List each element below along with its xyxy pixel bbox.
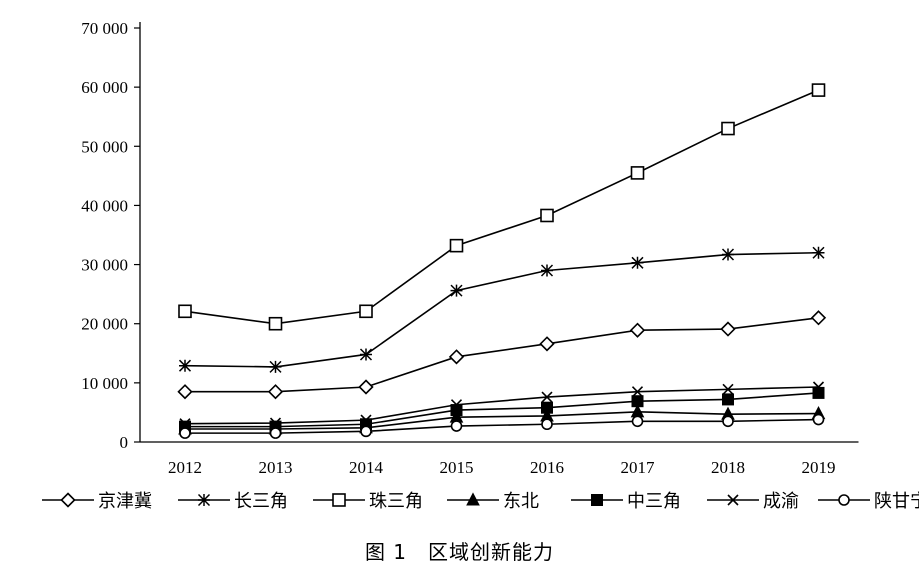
data-point	[178, 359, 192, 372]
x-tick-label: 2015	[440, 458, 474, 477]
data-point	[450, 420, 463, 432]
x-tick-label: 2018	[711, 458, 745, 477]
data-point	[630, 166, 645, 180]
series-line	[185, 411, 819, 430]
legend-marker	[60, 492, 76, 508]
legend-label: 中三角	[627, 491, 681, 512]
data-point	[812, 413, 825, 426]
x-tick-label: 2017	[621, 458, 656, 477]
x-tick-label: 2016	[530, 458, 564, 477]
legend-item: 成渝	[707, 491, 799, 512]
y-tick-label: 50 000	[81, 137, 128, 156]
legend-label: 东北	[503, 491, 539, 512]
data-point	[267, 384, 284, 400]
data-point	[722, 393, 734, 406]
legend-marker	[727, 494, 739, 506]
series-line	[185, 392, 819, 428]
data-point	[812, 381, 825, 393]
x-tick-label: 2013	[259, 458, 293, 477]
data-point	[359, 348, 373, 361]
y-tick-label: 70 000	[81, 19, 128, 38]
data-point	[360, 425, 372, 438]
y-tick-label: 30 000	[81, 256, 128, 275]
data-point	[449, 238, 464, 253]
x-tick-label: 2012	[168, 458, 202, 477]
data-point	[722, 415, 734, 428]
data-point	[631, 395, 644, 408]
series-6	[179, 381, 825, 430]
legend-item: 长三角	[178, 491, 288, 512]
y-tick-label: 60 000	[81, 78, 128, 97]
data-point	[358, 379, 374, 395]
data-point	[539, 336, 555, 352]
legend-label: 长三角	[234, 491, 288, 512]
data-point	[629, 322, 646, 338]
data-point	[812, 246, 825, 259]
data-point	[448, 349, 465, 365]
legend-marker	[332, 493, 346, 507]
legend-marker	[838, 494, 850, 506]
data-point	[450, 404, 463, 417]
series-line	[185, 317, 819, 393]
data-point	[450, 399, 463, 411]
legend-label: 珠三角	[369, 491, 423, 512]
data-point	[360, 414, 372, 426]
y-tick-label: 40 000	[81, 196, 128, 215]
series-line	[184, 251, 819, 368]
legend-item: 陕甘宁	[818, 491, 919, 512]
y-tick-label: 0	[120, 433, 129, 452]
x-tick-label: 2019	[802, 458, 836, 477]
data-point	[722, 383, 734, 395]
data-point	[721, 121, 735, 136]
series-7	[179, 413, 825, 439]
data-point	[177, 384, 193, 400]
legend-item: 京津冀	[42, 491, 152, 512]
data-point	[810, 310, 827, 326]
data-point	[812, 386, 825, 399]
data-point	[269, 427, 282, 439]
series-line	[184, 386, 819, 425]
series-2	[178, 246, 825, 373]
legend-label: 京津冀	[98, 491, 152, 512]
legend-marker	[591, 494, 603, 506]
x-tick-label: 2014	[349, 458, 384, 477]
data-point	[541, 391, 553, 403]
y-tick-label: 20 000	[81, 315, 128, 334]
y-tick-label: 10 000	[81, 374, 128, 393]
legend-label: 成渝	[763, 491, 799, 512]
figure-caption: 图 1 区域创新能力	[364, 540, 555, 564]
data-point	[450, 284, 463, 297]
legend-item: 东北	[447, 491, 539, 512]
legend-label: 陕甘宁	[874, 491, 919, 512]
data-point	[540, 264, 554, 277]
data-point	[268, 316, 283, 331]
series-3	[178, 83, 826, 331]
series-line	[185, 418, 819, 434]
series-1	[177, 310, 827, 400]
legend-item: 珠三角	[313, 491, 423, 512]
data-point	[541, 418, 553, 431]
data-point	[178, 304, 192, 319]
data-point	[269, 417, 282, 429]
data-point	[540, 208, 554, 223]
data-point	[720, 321, 736, 337]
legend-item: 中三角	[571, 491, 681, 512]
line-chart: 0 10 000 20 000 30 000 40 000 50 000 60 000 70 …	[42, 19, 919, 512]
data-point	[631, 256, 644, 269]
data-point	[179, 427, 191, 439]
series-5	[179, 386, 825, 433]
legend-marker	[466, 492, 480, 506]
data-point	[269, 360, 282, 373]
data-point	[631, 415, 644, 428]
legend-marker	[197, 493, 211, 507]
data-point	[721, 248, 735, 261]
data-point	[631, 386, 644, 398]
data-point	[359, 304, 373, 319]
data-point	[541, 401, 553, 414]
data-point	[179, 418, 191, 430]
data-point	[811, 83, 826, 97]
series-line	[184, 89, 819, 325]
